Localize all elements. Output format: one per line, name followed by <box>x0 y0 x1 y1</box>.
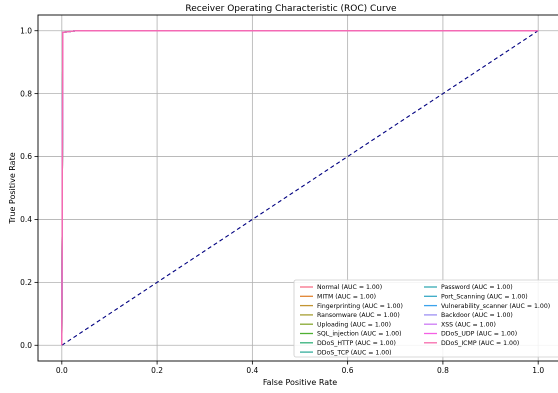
x-tick-label: 0.8 <box>437 366 449 375</box>
legend-label: Backdoor (AUC = 1.00) <box>441 312 513 319</box>
legend-label: Password (AUC = 1.00) <box>441 284 513 291</box>
y-tick-label: 0.0 <box>20 341 32 350</box>
y-axis-ticks: 0.0 0.2 0.4 0.6 0.8 1.0 <box>20 26 38 350</box>
legend: Normal (AUC = 1.00) MITM (AUC = 1.00) Fing… <box>293 279 558 358</box>
x-tick-label: 1.0 <box>532 366 544 375</box>
legend-label: Fingerprinting (AUC = 1.00) <box>317 303 403 310</box>
legend-label: DDoS_HTTP (AUC = 1.00) <box>317 340 396 347</box>
legend-label: XSS (AUC = 1.00) <box>441 321 496 328</box>
legend-label: Vulnerability_scanner (AUC = 1.00) <box>441 303 550 310</box>
legend-label: DDoS_TCP (AUC = 1.00) <box>317 349 392 356</box>
legend-label: Normal (AUC = 1.00) <box>317 284 382 291</box>
legend-entries: Normal (AUC = 1.00) MITM (AUC = 1.00) Fing… <box>300 284 550 356</box>
legend-label: DDoS_UDP (AUC = 1.00) <box>441 331 517 338</box>
legend-box <box>293 279 558 358</box>
x-tick-label: 0.6 <box>342 366 354 375</box>
series-line-14 <box>61 30 539 346</box>
y-tick-label: 0.2 <box>20 278 32 287</box>
y-axis-title: True Positive Rate <box>8 152 17 224</box>
x-axis-ticks: 0.0 0.2 0.4 0.6 0.8 1.0 <box>56 361 544 375</box>
legend-label: Uploading (AUC = 1.00) <box>317 321 391 328</box>
legend-label: MITM (AUC = 1.00) <box>317 294 376 301</box>
y-tick-label: 0.8 <box>20 89 32 98</box>
chart-title: Receiver Operating Characteristic (ROC) … <box>185 4 397 14</box>
x-tick-label: 0.2 <box>151 366 163 375</box>
x-tick-label: 0.4 <box>246 366 258 375</box>
legend-label: Ransomware (AUC = 1.00) <box>317 312 400 319</box>
series-layer <box>61 30 539 346</box>
plot-frame <box>37 14 558 362</box>
legend-label: DDoS_ICMP (AUC = 1.00) <box>441 340 519 347</box>
y-tick-label: 0.4 <box>20 215 32 224</box>
legend-label: SQL_injection (AUC = 1.00) <box>317 331 402 338</box>
y-tick-label: 0.6 <box>20 152 32 161</box>
x-tick-label: 0.0 <box>56 366 68 375</box>
x-axis-title: False Positive Rate <box>263 378 337 387</box>
legend-label: Port_Scanning (AUC = 1.00) <box>441 294 528 301</box>
y-tick-label: 1.0 <box>20 26 32 35</box>
